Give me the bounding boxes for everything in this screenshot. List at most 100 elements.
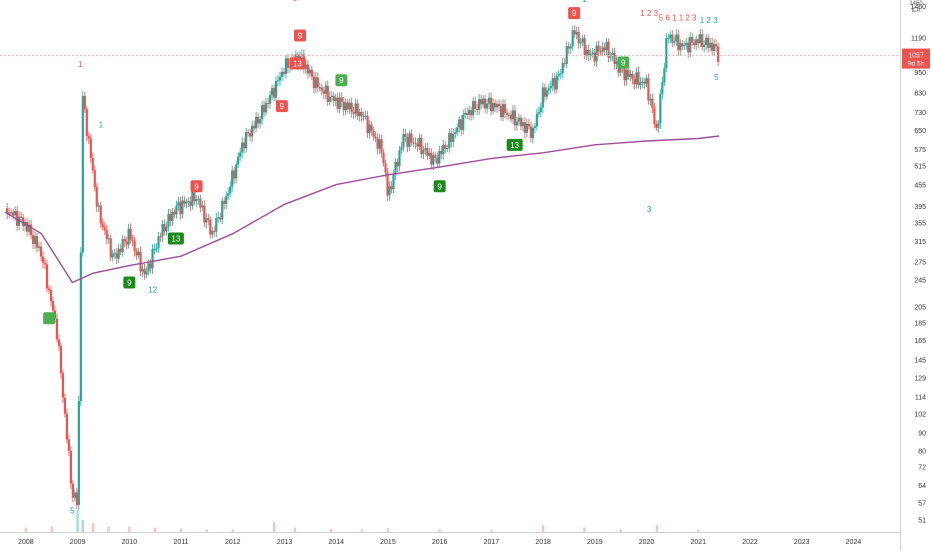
candle-down (119, 248, 122, 252)
signal-badge (568, 7, 581, 20)
candle-up (424, 148, 427, 150)
candle-down (450, 133, 453, 142)
candle-down (372, 130, 375, 137)
candle-up (268, 95, 272, 104)
candle-down (95, 187, 98, 207)
candle-up (328, 96, 331, 102)
candle-down (312, 76, 315, 89)
top-axis-label: 1460 (909, 1, 923, 7)
candle-down (687, 42, 690, 53)
candle-up (695, 39, 698, 45)
x-tick-label: 2014 (328, 539, 344, 546)
candle-down (173, 211, 176, 215)
candle-down (209, 219, 212, 235)
y-tick-label: 730 (914, 110, 926, 117)
candle-up (557, 73, 560, 76)
candle-down (61, 373, 65, 398)
candle-down (243, 142, 246, 149)
volume-bar (386, 528, 390, 532)
candle-down (21, 217, 25, 227)
candle-down (637, 72, 640, 85)
candle-up (482, 98, 485, 105)
candle-down (35, 236, 39, 248)
candle-down (474, 101, 477, 109)
volume-bar (438, 529, 441, 532)
candle-down (103, 227, 106, 231)
candle-up (511, 110, 515, 120)
candle-up (231, 170, 234, 187)
candle-up (260, 105, 264, 120)
candle-up (559, 73, 562, 75)
candle-up (344, 102, 347, 111)
candle-up (137, 251, 140, 256)
candle-up (211, 230, 214, 235)
candle-down (193, 191, 196, 202)
candle-up (308, 69, 311, 74)
candle-up (591, 52, 594, 55)
candle-down (336, 97, 339, 109)
candle-down (247, 131, 250, 134)
candle-up (675, 34, 678, 42)
count-annotation: 5 (70, 507, 75, 516)
candle-up (454, 132, 457, 134)
candle-down (523, 122, 527, 133)
count-annotation: 1 2 3 (640, 9, 658, 18)
candle-down (483, 98, 487, 109)
candle-down (716, 46, 720, 63)
candle-up (517, 117, 521, 122)
candle-up (665, 38, 668, 69)
candle-down (59, 346, 63, 374)
x-tick-label: 2011 (174, 539, 189, 546)
x-tick-label: 2021 (690, 539, 706, 546)
candle-down (340, 97, 343, 102)
candle-up (388, 186, 391, 196)
candle-up (79, 252, 82, 402)
candle-up (589, 54, 592, 56)
x-tick-label: 2024 (846, 539, 862, 546)
candle-up (111, 253, 114, 258)
candle-down (332, 95, 335, 101)
candle-down (63, 397, 67, 414)
candle-down (75, 492, 78, 505)
candle-up (615, 61, 618, 65)
candle-up (278, 76, 282, 81)
candle-down (587, 49, 590, 56)
candle-down (352, 112, 355, 114)
volume-bar (272, 522, 276, 532)
signal-badge-label: 9 (572, 9, 577, 18)
candle-down (135, 251, 138, 256)
candle-down (49, 289, 53, 302)
candle-down (29, 224, 33, 236)
candle-up (521, 122, 525, 127)
candle-up (362, 116, 365, 118)
candle-down (123, 239, 126, 242)
candle-up (177, 202, 180, 206)
candle-up (422, 149, 425, 154)
candle-down (384, 163, 387, 173)
signal-badge-label: 9 (280, 102, 285, 111)
volume-bar (50, 526, 53, 532)
candle-down (529, 126, 532, 138)
volume-bar (231, 529, 234, 532)
countdown-label: 9d 5h (908, 61, 925, 68)
candle-down (416, 143, 419, 147)
candle-down (509, 114, 513, 120)
candle-down (219, 217, 222, 220)
candle-down (714, 44, 718, 47)
candle-up (400, 147, 403, 151)
candle-down (213, 230, 216, 232)
volume-bar (329, 528, 333, 532)
candle-down (143, 269, 146, 275)
candle-up (669, 34, 672, 39)
y-tick-label: 51 (918, 518, 926, 525)
candle-up (565, 46, 568, 64)
candle-down (593, 52, 596, 62)
x-tick-label: 2019 (587, 539, 603, 546)
candle-down (404, 133, 407, 137)
candle-up (37, 246, 41, 248)
candle-down (282, 71, 286, 74)
candle-down (41, 256, 45, 263)
signal-badge (167, 232, 184, 245)
candle-down (476, 108, 479, 110)
